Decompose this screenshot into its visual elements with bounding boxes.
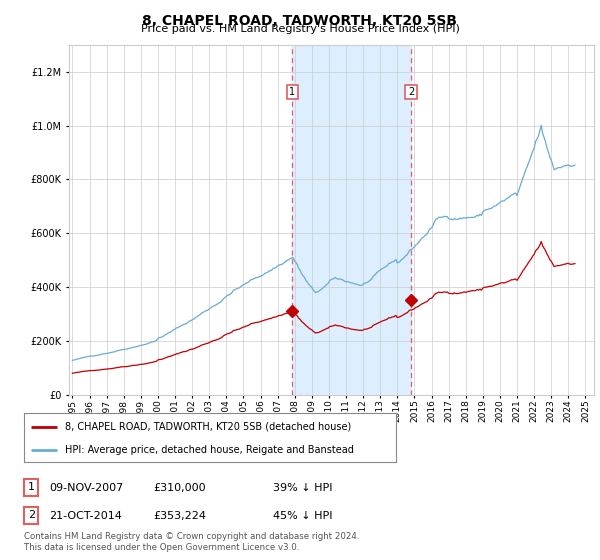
Text: 21-OCT-2014: 21-OCT-2014 <box>49 511 122 521</box>
Text: 45% ↓ HPI: 45% ↓ HPI <box>273 511 332 521</box>
Text: Price paid vs. HM Land Registry's House Price Index (HPI): Price paid vs. HM Land Registry's House … <box>140 24 460 34</box>
Text: 2: 2 <box>28 510 35 520</box>
Text: 2: 2 <box>408 87 414 97</box>
Text: 8, CHAPEL ROAD, TADWORTH, KT20 5SB (detached house): 8, CHAPEL ROAD, TADWORTH, KT20 5SB (deta… <box>65 422 351 432</box>
Text: 1: 1 <box>289 87 295 97</box>
Text: 1: 1 <box>28 482 35 492</box>
Text: £353,224: £353,224 <box>153 511 206 521</box>
Text: 8, CHAPEL ROAD, TADWORTH, KT20 5SB: 8, CHAPEL ROAD, TADWORTH, KT20 5SB <box>143 14 458 28</box>
Text: Contains HM Land Registry data © Crown copyright and database right 2024.
This d: Contains HM Land Registry data © Crown c… <box>24 532 359 552</box>
Text: 09-NOV-2007: 09-NOV-2007 <box>49 483 124 493</box>
Bar <box>292 45 411 395</box>
Text: £310,000: £310,000 <box>153 483 206 493</box>
Text: HPI: Average price, detached house, Reigate and Banstead: HPI: Average price, detached house, Reig… <box>65 445 354 455</box>
Text: 39% ↓ HPI: 39% ↓ HPI <box>273 483 332 493</box>
